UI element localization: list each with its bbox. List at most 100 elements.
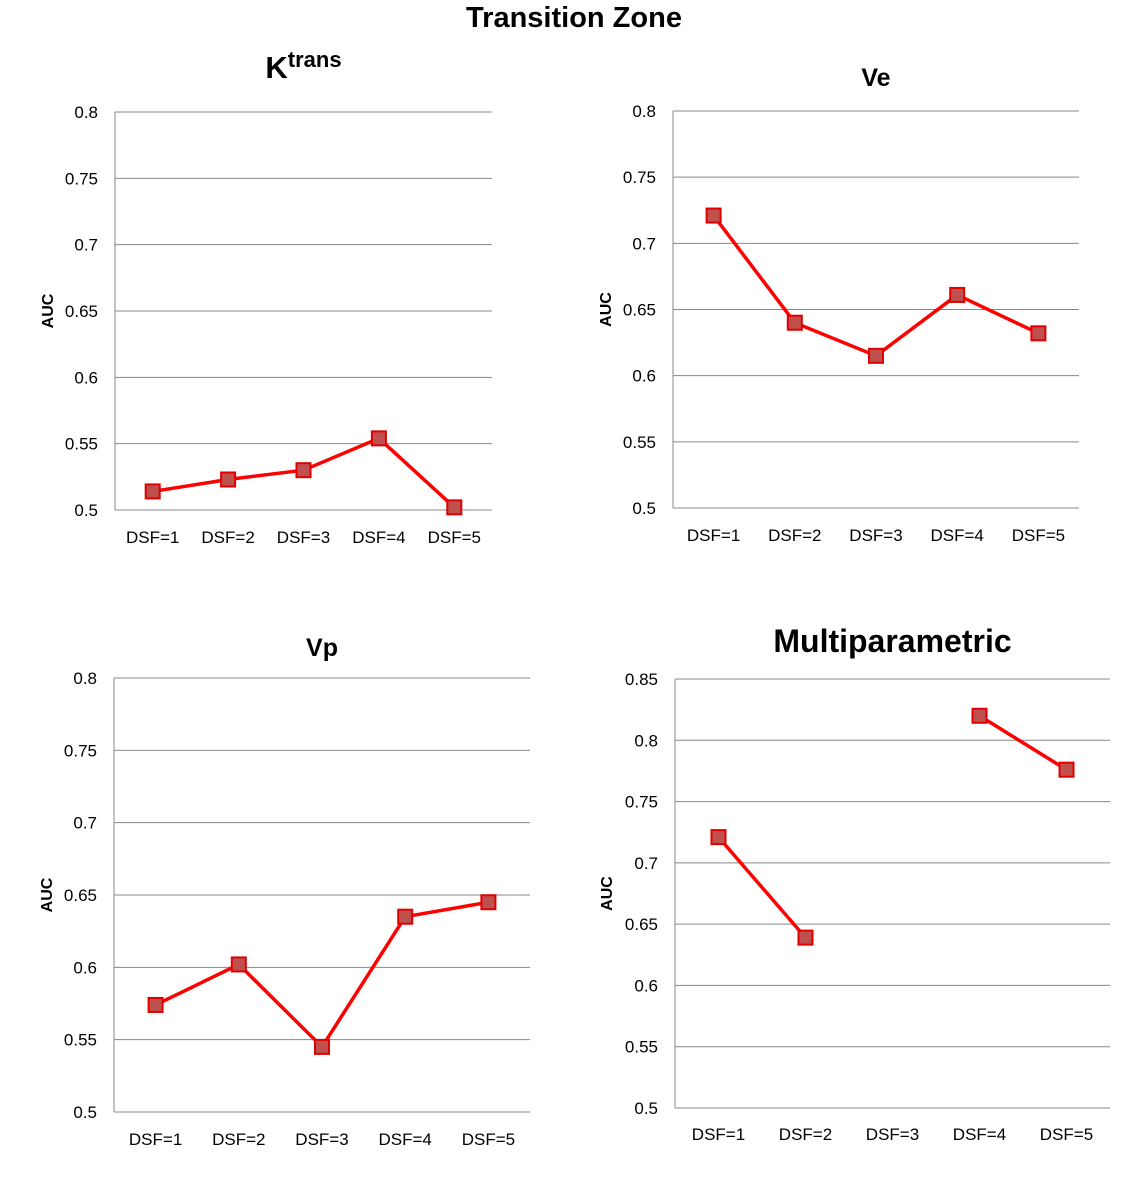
x-tick-label: DSF=3 [295,1130,348,1149]
data-point-marker [230,956,247,973]
chart-title-text: Multiparametric [773,623,1011,659]
series-line-segment [377,436,457,510]
y-tick-label: 0.8 [74,103,98,122]
x-tick-label: DSF=1 [687,526,740,545]
data-point-marker [705,207,722,224]
y-tick-label: 0.5 [634,1099,658,1118]
y-tick-label: 0.75 [65,169,98,188]
chart-title-superscript: trans [288,47,342,72]
data-point-marker [949,286,966,303]
data-point-marker [144,483,161,500]
y-tick-label: 0.65 [65,302,98,321]
x-tick-label: DSF=3 [277,528,330,547]
series-line-segment [711,213,797,325]
y-tick-label: 0.55 [625,1038,658,1057]
chart-title: Multiparametric [773,623,1011,659]
data-point-marker [397,908,414,925]
y-tick-label: 0.75 [623,168,656,187]
y-axis-label: AUC [40,293,57,328]
chart-title-text: K [265,50,288,85]
x-tick-label: DSF=5 [462,1130,515,1149]
chart-title: Vp [306,634,338,662]
data-point-marker [446,499,463,516]
data-point-marker [786,314,803,331]
series-line-segment [955,293,1041,336]
x-tick-label: DSF=4 [352,528,405,547]
chart-multi: Multiparametric 0.5 0.55 0.6 0.65 0.7 0.75 0.8 0… [599,623,1110,1144]
y-tick-label: 0.55 [64,1031,97,1050]
series-line-segment [226,468,306,482]
x-tick-label: DSF=4 [931,526,984,545]
series-line-segment [153,962,241,1007]
x-tick-label: DSF=5 [1012,526,1065,545]
data-point-marker [220,471,237,488]
series-line-segment [874,293,959,358]
y-tick-label: 0.8 [73,669,97,688]
data-point-marker [370,430,387,447]
x-tick-label: DSF=1 [126,528,179,547]
y-axis-label: AUC [598,292,615,327]
data-point-marker [480,894,497,911]
y-tick-label: 0.7 [74,236,98,255]
chart-ktrans: Ktrans 0.5 0.55 0.6 0.65 0.7 0.75 0.8 AUC DSF=1 DS… [40,47,492,547]
chart-title-text: Vp [306,634,338,662]
y-tick-label: 0.8 [634,731,658,750]
y-tick-label: 0.5 [74,501,98,520]
y-tick-label: 0.6 [632,367,656,386]
chart-vp: Vp 0.5 0.55 0.6 0.65 0.7 0.75 0.8 AUC DSF=1 DSF=2 D… [39,634,530,1149]
series-line-segment [793,320,878,358]
y-tick-label: 0.75 [64,741,97,760]
figure-title: Transition Zone [466,2,682,34]
series-line-segment [237,962,324,1049]
series-line-segment [716,835,808,940]
y-tick-label: 0.65 [623,301,656,320]
x-tick-label: DSF=4 [953,1125,1006,1144]
x-tick-label: DSF=5 [428,528,481,547]
data-point-marker [147,996,164,1013]
y-tick-label: 0.65 [64,886,97,905]
chart-title: Ktrans [265,47,341,85]
y-tick-label: 0.5 [632,499,656,518]
x-tick-label: DSF=4 [379,1130,432,1149]
data-point-marker [797,929,814,946]
y-tick-label: 0.75 [625,793,658,812]
series-line-segment [150,477,230,494]
y-tick-label: 0.7 [73,814,97,833]
x-tick-label: DSF=1 [129,1130,182,1149]
x-tick-label: DSF=1 [692,1125,745,1144]
data-point-marker [314,1038,330,1055]
x-tick-label: DSF=2 [779,1125,832,1144]
y-tick-label: 0.5 [73,1103,97,1122]
y-tick-label: 0.55 [65,435,98,454]
y-tick-label: 0.6 [74,368,98,387]
x-tick-label: DSF=2 [212,1130,265,1149]
data-point-marker [295,462,312,479]
y-tick-label: 0.7 [632,234,656,253]
y-tick-label: 0.7 [634,854,658,873]
data-point-marker [710,829,727,846]
data-point-marker [868,347,884,364]
x-tick-label: DSF=3 [849,526,902,545]
data-point-marker [1030,325,1047,342]
y-tick-label: 0.6 [73,958,97,977]
series-line-segment [320,914,407,1049]
x-tick-label: DSF=2 [201,528,254,547]
chart-title: Ve [861,64,890,92]
y-tick-label: 0.65 [625,915,658,934]
series-line-segment [301,436,381,472]
y-tick-label: 0.6 [634,976,658,995]
y-tick-label: 0.85 [625,670,658,689]
data-point-marker [1058,761,1075,778]
x-tick-label: DSF=2 [768,526,821,545]
x-tick-label: DSF=5 [1040,1125,1093,1144]
x-tick-label: DSF=3 [866,1125,919,1144]
series-line-segment [403,900,491,919]
data-point-marker [971,707,988,724]
y-axis-label: AUC [39,877,56,912]
series-line-segment [977,714,1069,772]
y-axis-label: AUC [599,876,616,911]
y-tick-label: 0.55 [623,433,656,452]
chart-ve: Ve 0.5 0.55 0.6 0.65 0.7 0.75 0.8 AUC DSF=1 DSF=2 D… [598,64,1079,545]
chart-title-text: Ve [861,64,890,92]
y-tick-label: 0.8 [632,102,656,121]
